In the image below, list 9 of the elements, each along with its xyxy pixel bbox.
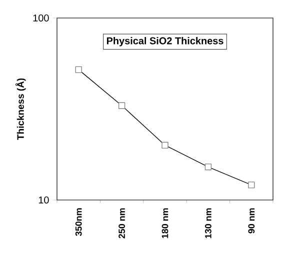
x-tick-label: 90 nm	[248, 208, 255, 234]
text: Physical SiO2 Thickness	[106, 37, 224, 46]
x-tick-label: 180 nm	[162, 208, 168, 238]
y-axis-title: Thickness (Å)	[15, 78, 26, 140]
y-tick-label: 10	[38, 196, 49, 204]
x-tick-label: 350nm	[75, 208, 82, 236]
x-tick-label: 130 nm	[205, 208, 212, 238]
x-tick-label: 250 nm	[118, 208, 125, 238]
y-tick-label: 100	[33, 14, 49, 22]
